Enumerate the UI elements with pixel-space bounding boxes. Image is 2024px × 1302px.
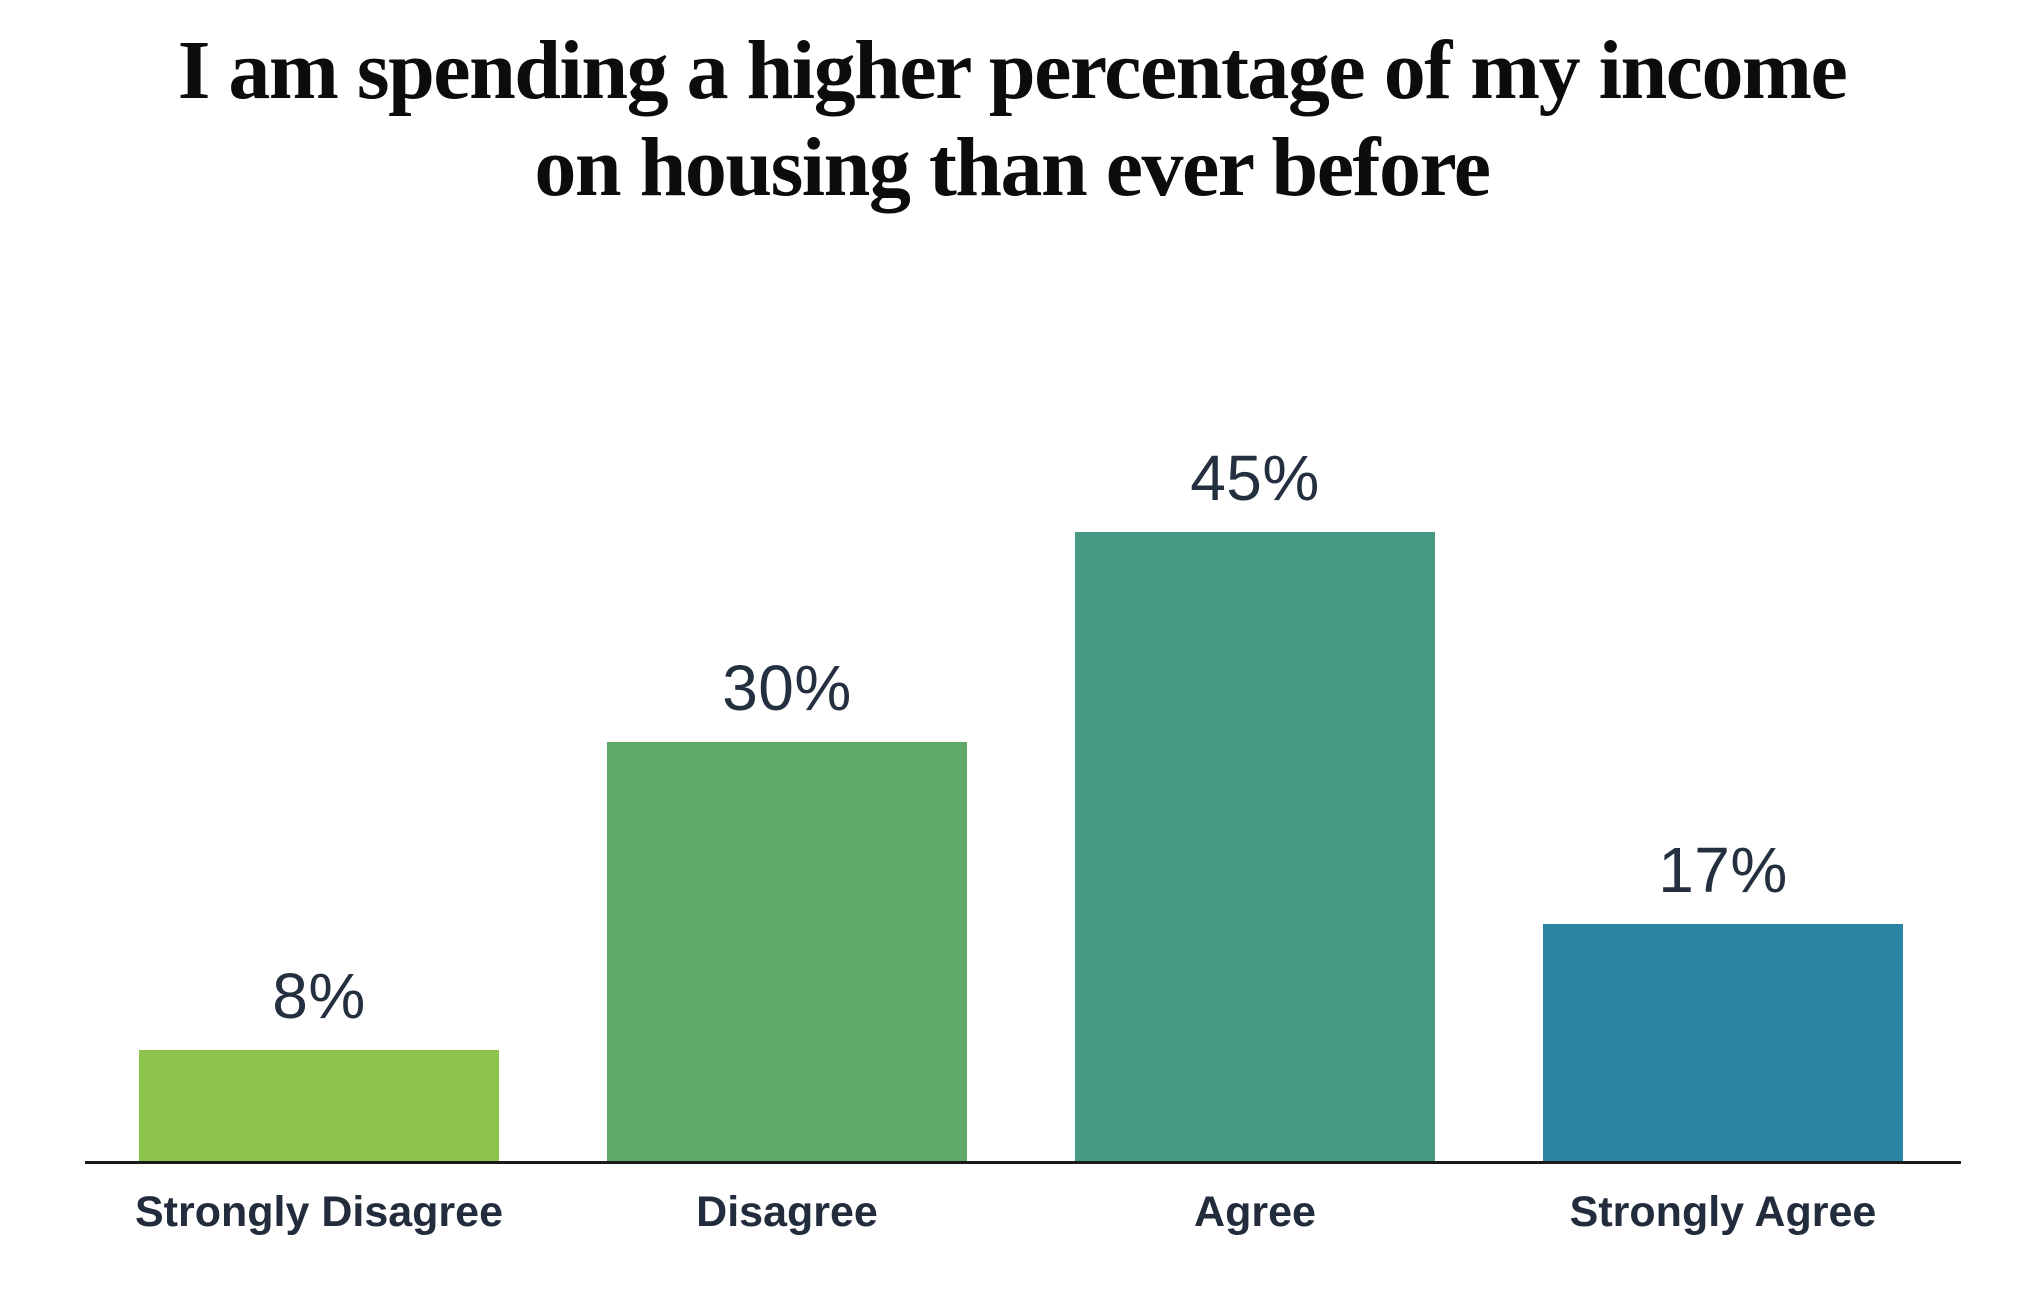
category-label-strongly-agree: Strongly Agree <box>1569 1188 1877 1236</box>
bar-strongly-agree <box>1543 924 1903 1162</box>
chart-title-line-1: I am spending a higher percentage of my … <box>177 24 1848 117</box>
bar-disagree <box>607 742 967 1162</box>
chart-title-line-2: on housing than ever before <box>534 121 1491 214</box>
x-axis-line <box>85 1161 1961 1164</box>
category-label-agree: Agree <box>1194 1188 1316 1236</box>
category-label-strongly-disagree: Strongly Disagree <box>135 1188 503 1236</box>
chart-title: I am spending a higher percentage of my … <box>0 22 2024 216</box>
value-label-strongly-disagree: 8% <box>272 960 366 1032</box>
bar-agree <box>1075 532 1435 1162</box>
value-label-strongly-agree: 17% <box>1658 834 1788 906</box>
category-label-disagree: Disagree <box>696 1188 878 1236</box>
value-label-disagree: 30% <box>722 652 852 724</box>
value-label-agree: 45% <box>1190 442 1320 514</box>
bar-strongly-disagree <box>139 1050 499 1162</box>
